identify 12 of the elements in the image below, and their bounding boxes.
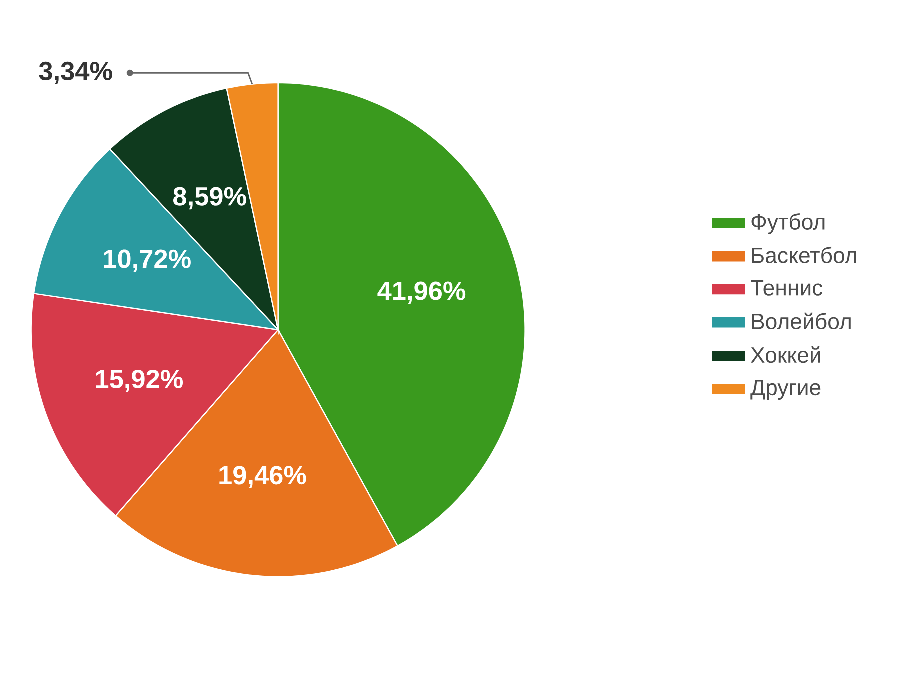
data-label: 19,46%: [220, 466, 306, 488]
legend-label: Теннис: [751, 280, 823, 296]
data-label: 10,72%: [104, 250, 191, 272]
data-label: 15,92%: [96, 370, 184, 392]
data-label: 8,59%: [174, 187, 246, 210]
legend-label: Волейбол: [752, 312, 851, 330]
legend-label: Баскетбол: [752, 246, 856, 264]
data-label: 3,34%: [39, 62, 112, 84]
legend-label: Футбол: [752, 213, 825, 234]
legend-label: Хоккей: [751, 346, 820, 364]
legend-label: Другие: [750, 380, 821, 400]
data-label: 41,96%: [378, 282, 466, 304]
